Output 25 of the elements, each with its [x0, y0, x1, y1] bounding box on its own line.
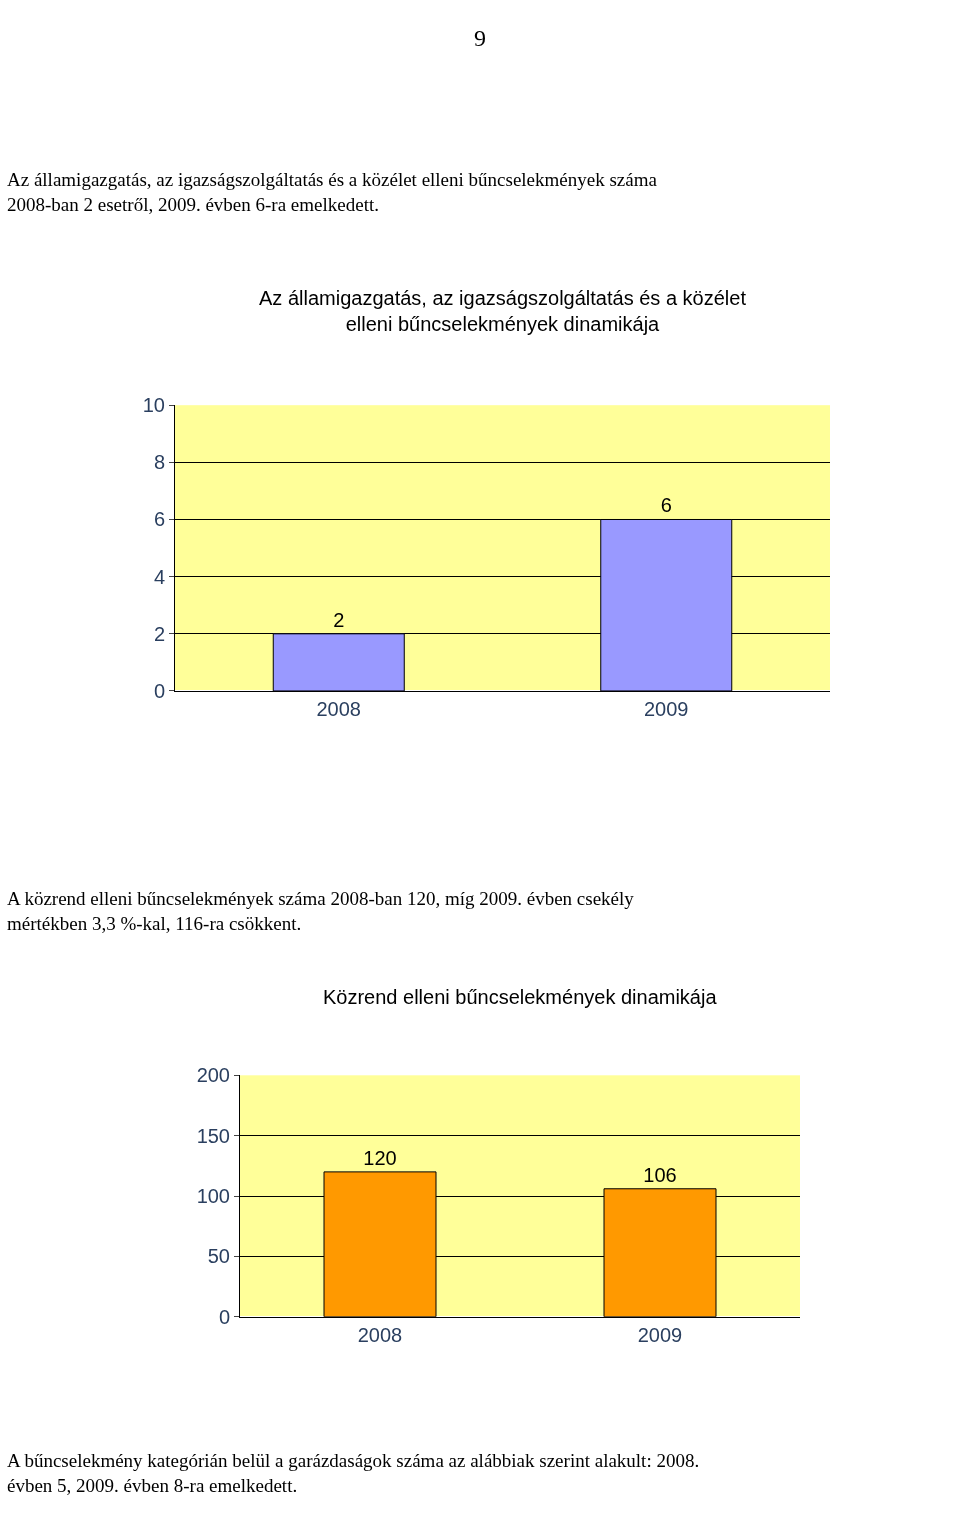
- y-tick-label: 8: [153, 451, 165, 474]
- data-label: 120: [363, 1146, 397, 1169]
- y-tick-label: 50: [207, 1245, 230, 1268]
- y-tick-label: 0: [218, 1305, 230, 1328]
- x-tick-label: 2008: [357, 1323, 403, 1346]
- x-tick-label: 2009: [644, 697, 689, 720]
- text: Az államigazgatás, az igazságszolgáltatás és a közélet elleni bűncselekmények száma 2008-ban 2 esetről, 2009. évben 6-ra emelkedett.: [7, 169, 658, 215]
- y-tick-label: 200: [196, 1064, 230, 1087]
- text: 9: [474, 25, 486, 51]
- text: A bűncselekmény kategórián belül a garázdaságok száma az alábbiak szerint alakult: 2008. évben 5, 2009. évben 8-ra emelkedett.: [7, 1450, 700, 1496]
- y-tick-label: 100: [196, 1185, 230, 1208]
- y-tick-label: 0: [153, 679, 165, 702]
- chart-title: Az államigazgatás, az igazságszolgáltatás és a közélet elleni bűncselekmények dinamikája: [259, 287, 747, 335]
- y-tick-label: 10: [142, 394, 165, 417]
- y-tick-label: 2: [153, 622, 165, 645]
- y-tick-label: 4: [153, 565, 165, 588]
- data-label: 2: [333, 608, 345, 631]
- chart-title: Közrend elleni bűncselekmények dinamikája: [323, 986, 718, 1008]
- text: A közrend elleni bűncselekmények száma 2008-ban 120, míg 2009. évben csekély mértékben 3,3 %-kal, 116-ra csökkent.: [7, 888, 635, 934]
- y-tick-label: 150: [196, 1124, 230, 1147]
- data-label: 6: [660, 494, 672, 517]
- x-tick-label: 2009: [637, 1323, 683, 1346]
- x-tick-label: 2008: [316, 697, 361, 720]
- y-tick-label: 6: [153, 508, 165, 531]
- data-label: 106: [643, 1163, 677, 1186]
